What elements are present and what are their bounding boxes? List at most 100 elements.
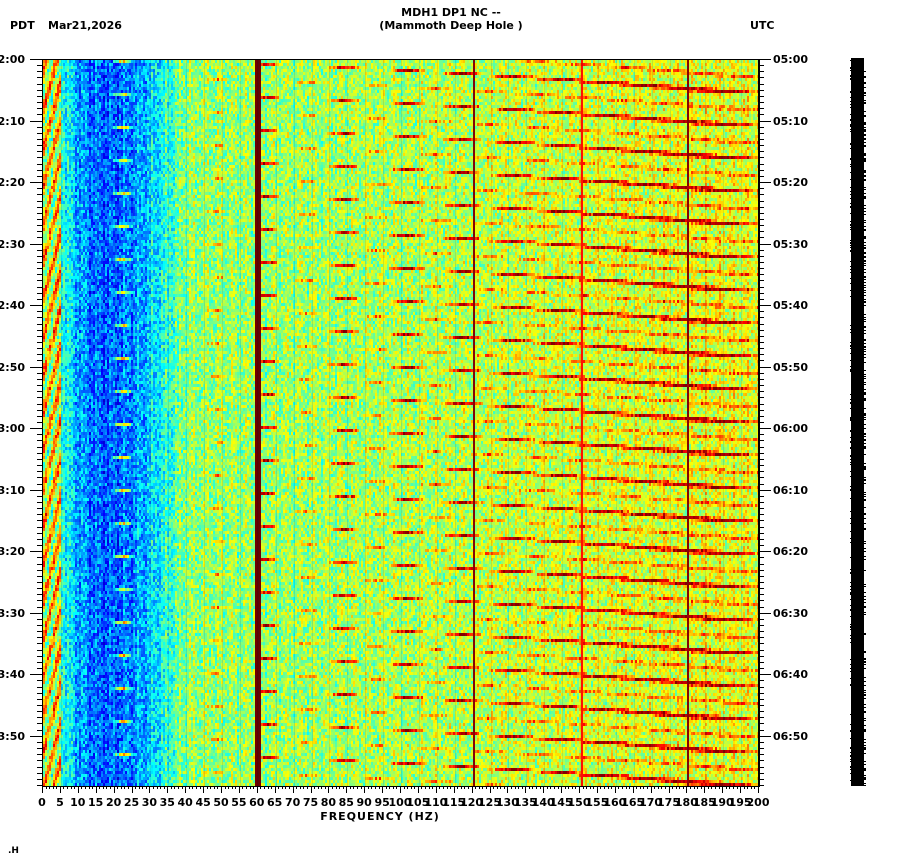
frequency-minor-tick: [321, 786, 322, 789]
time-minor-tick: [759, 170, 764, 171]
time-minor-tick: [37, 717, 42, 718]
time-minor-tick: [759, 342, 764, 343]
frequency-minor-tick: [332, 786, 333, 789]
frequency-minor-tick: [626, 786, 627, 789]
time-minor-tick: [37, 711, 42, 712]
frequency-minor-tick: [63, 786, 64, 789]
frequency-minor-tick: [643, 786, 644, 789]
page-subtitle: (Mammoth Deep Hole ): [379, 19, 523, 32]
time-major-tick: [759, 674, 771, 675]
time-major-tick: [30, 367, 42, 368]
time-minor-tick: [759, 114, 764, 115]
time-minor-tick: [37, 90, 42, 91]
frequency-tick-label: 190: [710, 796, 734, 809]
time-minor-tick: [759, 385, 764, 386]
time-minor-tick: [759, 237, 764, 238]
frequency-tick-label: 170: [639, 796, 663, 809]
time-minor-tick: [37, 693, 42, 694]
time-minor-tick: [37, 723, 42, 724]
frequency-minor-tick: [572, 786, 573, 789]
time-minor-tick: [37, 527, 42, 528]
time-minor-tick: [759, 785, 764, 786]
time-minor-tick: [37, 594, 42, 595]
frequency-minor-tick: [300, 786, 301, 789]
time-major-tick: [30, 674, 42, 675]
time-minor-tick: [759, 643, 764, 644]
time-minor-tick: [37, 742, 42, 743]
time-minor-tick: [37, 434, 42, 435]
time-minor-tick: [37, 379, 42, 380]
time-minor-tick: [759, 219, 764, 220]
frequency-minor-tick: [139, 786, 140, 789]
time-minor-tick: [759, 557, 764, 558]
frequency-minor-tick: [46, 786, 47, 789]
frequency-tick-label: 45: [195, 796, 211, 809]
time-major-tick: [759, 182, 771, 183]
frequency-minor-tick: [389, 786, 390, 789]
frequency-minor-tick: [486, 786, 487, 789]
frequency-tick-label: 85: [338, 796, 354, 809]
time-minor-tick: [759, 256, 764, 257]
frequency-tick: [579, 786, 580, 793]
frequency-minor-tick: [260, 786, 261, 789]
right-time-label: 05:20: [773, 176, 809, 190]
time-minor-tick: [759, 176, 764, 177]
frequency-tick-label: 145: [549, 796, 573, 809]
time-minor-tick: [37, 157, 42, 158]
frequency-axis: [42, 786, 759, 793]
frequency-minor-tick: [593, 786, 594, 789]
frequency-tick-label: 100: [388, 796, 412, 809]
frequency-minor-tick: [303, 786, 304, 789]
frequency-minor-tick: [285, 786, 286, 789]
time-minor-tick: [37, 237, 42, 238]
time-minor-tick: [37, 453, 42, 454]
frequency-minor-tick: [404, 786, 405, 789]
time-minor-tick: [37, 502, 42, 503]
time-major-tick: [759, 551, 771, 552]
time-major-tick: [30, 244, 42, 245]
spectrogram-plot[interactable]: [42, 59, 760, 787]
frequency-minor-tick: [697, 786, 698, 789]
frequency-tick-label: 20: [105, 796, 122, 809]
frequency-minor-tick: [575, 786, 576, 789]
frequency-minor-tick: [296, 786, 297, 789]
time-minor-tick: [37, 293, 42, 294]
time-major-tick: [30, 182, 42, 183]
frequency-minor-tick: [547, 786, 548, 789]
frequency-tick: [239, 786, 240, 793]
frequency-minor-tick: [71, 786, 72, 789]
time-minor-tick: [759, 391, 764, 392]
frequency-tick: [203, 786, 204, 793]
time-minor-tick: [759, 379, 764, 380]
time-minor-tick: [759, 520, 764, 521]
time-minor-tick: [759, 354, 764, 355]
time-minor-tick: [37, 514, 42, 515]
frequency-minor-tick: [754, 786, 755, 789]
time-minor-tick: [37, 539, 42, 540]
right-time-label: 06:30: [773, 606, 809, 620]
spectrogram-image: [43, 60, 759, 786]
time-minor-tick: [759, 71, 764, 72]
time-minor-tick: [759, 410, 764, 411]
frequency-minor-tick: [511, 786, 512, 789]
time-minor-tick: [759, 201, 764, 202]
frequency-tick-label: 105: [406, 796, 430, 809]
right-time-axis: 05:00 05:10 05:20 05:30 05:40 05:50 06:00 06:10…: [758, 53, 808, 786]
time-minor-tick: [759, 373, 764, 374]
frequency-minor-tick: [629, 786, 630, 789]
frequency-minor-tick: [532, 786, 533, 789]
time-major-tick: [30, 59, 42, 60]
time-minor-tick: [37, 680, 42, 681]
right-time-label: 06:20: [773, 545, 809, 559]
time-minor-tick: [759, 699, 764, 700]
time-minor-tick: [37, 102, 42, 103]
frequency-minor-tick: [726, 786, 727, 789]
right-time-label: 05:10: [773, 114, 809, 128]
frequency-minor-tick: [74, 786, 75, 789]
time-minor-tick: [37, 77, 42, 78]
time-minor-tick: [759, 447, 764, 448]
frequency-minor-tick: [747, 786, 748, 789]
frequency-minor-tick: [232, 786, 233, 789]
frequency-minor-tick: [214, 786, 215, 789]
frequency-tick: [722, 786, 723, 793]
